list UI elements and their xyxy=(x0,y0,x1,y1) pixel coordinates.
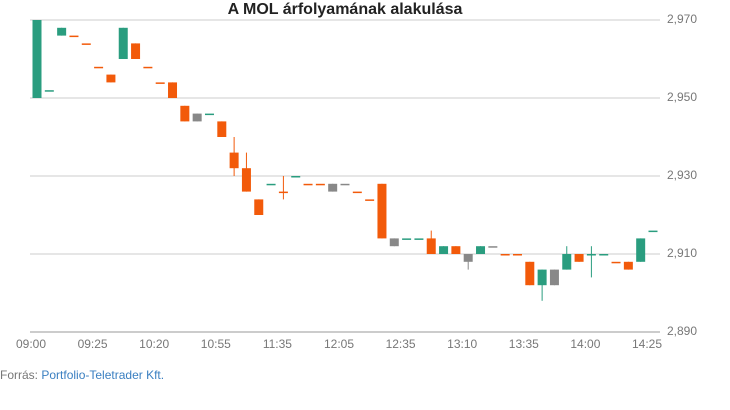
candle-body xyxy=(500,254,510,256)
candle-body xyxy=(69,35,79,38)
candle-body xyxy=(303,183,313,186)
candle-body xyxy=(192,113,202,122)
page: A MOL árfolyamának alakulása 2,890 2,910 2… xyxy=(0,1,698,382)
candle-body xyxy=(402,238,412,240)
candle-body xyxy=(143,66,153,69)
candle-body xyxy=(439,246,449,254)
source-link[interactable]: Portfolio-Teletrader Kft. xyxy=(41,368,165,382)
chart: A MOL árfolyamának alakulása 2,890 2,910 2… xyxy=(16,1,697,351)
x-tick-label: 09:25 xyxy=(78,337,108,351)
candle-body xyxy=(131,43,141,59)
candle-body xyxy=(414,238,424,240)
candle-body xyxy=(426,238,436,254)
candle-body xyxy=(266,183,276,186)
candle-body xyxy=(599,254,609,256)
candle-body xyxy=(32,20,42,98)
candle-body xyxy=(106,74,116,83)
x-tick-label: 13:10 xyxy=(447,337,477,351)
candle-body xyxy=(562,254,572,270)
candle-body xyxy=(168,82,178,98)
candle-body xyxy=(291,176,301,178)
y-tick-label: 2,950 xyxy=(667,90,697,104)
candle-body xyxy=(278,191,288,194)
candle-body xyxy=(512,254,522,256)
x-tick-label: 14:00 xyxy=(570,337,600,351)
footer: Forrás: Portfolio-Teletrader Kft. xyxy=(0,368,164,382)
candle-body xyxy=(118,27,128,59)
candle-body xyxy=(611,261,621,264)
candle-body xyxy=(180,105,190,122)
candle-body xyxy=(488,246,498,248)
y-tick-label: 2,930 xyxy=(667,168,697,182)
x-tick-label: 10:20 xyxy=(139,337,169,351)
candle-body xyxy=(574,254,584,262)
source-prefix: Forrás: xyxy=(0,368,39,382)
candle-body xyxy=(586,254,596,256)
candle-body xyxy=(451,246,461,254)
candle-body xyxy=(204,113,214,116)
candle-body xyxy=(229,152,239,169)
candle-body xyxy=(57,27,67,36)
candle-body xyxy=(463,254,473,262)
candle-body xyxy=(636,238,646,262)
x-tick-label: 13:35 xyxy=(509,337,539,351)
chart-title: A MOL árfolyamának alakulása xyxy=(228,1,463,18)
x-tick-label: 12:35 xyxy=(386,337,416,351)
x-tick-label: 11:35 xyxy=(263,337,292,351)
candle-body xyxy=(352,191,362,194)
candle-body xyxy=(44,90,54,92)
candle-body xyxy=(81,43,91,45)
x-tick-label: 12:05 xyxy=(324,337,354,351)
x-tick-label: 10:55 xyxy=(201,337,231,351)
candle-body xyxy=(389,238,399,247)
y-tick-label: 2,890 xyxy=(667,324,697,338)
candle-body xyxy=(476,246,486,254)
candle-body xyxy=(94,66,104,69)
candle-body xyxy=(365,199,375,201)
candle-body xyxy=(241,168,251,192)
candle-body xyxy=(254,199,264,215)
candle-body xyxy=(549,269,559,286)
candle-body xyxy=(328,183,338,192)
candle-body xyxy=(537,269,547,286)
x-tick-label: 14:25 xyxy=(632,337,662,351)
candle-body xyxy=(340,183,350,186)
candle-body xyxy=(377,183,387,239)
candle-body xyxy=(315,183,325,186)
candle-body xyxy=(623,261,633,270)
candle-body xyxy=(648,230,658,233)
candle-body xyxy=(525,261,535,286)
x-tick-label: 09:00 xyxy=(16,337,46,351)
y-tick-label: 2,970 xyxy=(667,12,697,26)
candle-body xyxy=(155,82,165,84)
y-tick-label: 2,910 xyxy=(667,246,697,260)
candle-body xyxy=(217,121,227,137)
